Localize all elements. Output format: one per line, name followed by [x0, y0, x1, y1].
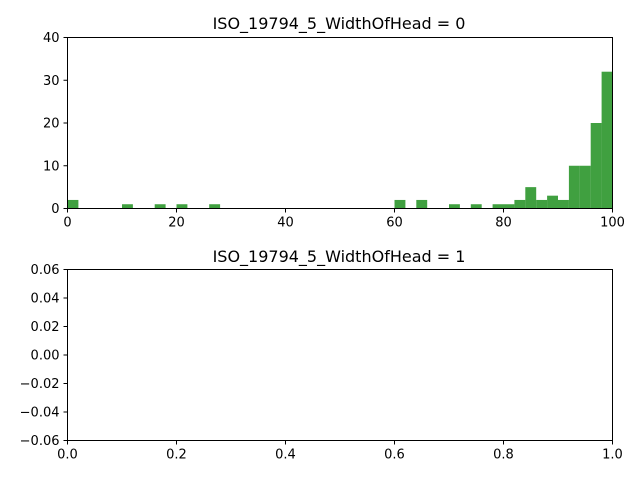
axes-frame-top [67, 37, 613, 209]
histogram-panel-bottom: ISO_19794_5_WidthOfHead = 1 0.0 0.2 0.4 0.6… [20, 247, 623, 463]
panel-top-title: ISO_19794_5_WidthOfHead = 0 [213, 14, 466, 34]
y-tick-label: 40 [43, 31, 60, 46]
histogram-bar [122, 204, 133, 209]
histogram-bar [558, 199, 569, 209]
histogram-bar [579, 165, 591, 209]
ticks-top: 0 20 40 60 80 100 0 10 20 30 40 [43, 31, 625, 231]
x-tick-label: 20 [168, 216, 185, 231]
y-tick-label: 10 [43, 159, 60, 174]
x-tick-label: 40 [277, 216, 294, 231]
y-tick-label: −0.06 [20, 434, 60, 449]
x-tick-label: 0.4 [275, 448, 296, 463]
histogram-bar [67, 199, 79, 209]
histogram-bar [525, 187, 537, 209]
histogram-panel-top: ISO_19794_5_WidthOfHead = 0 0 20 40 60 80 100… [43, 14, 625, 231]
x-tick-label: 0.6 [384, 448, 405, 463]
histogram-bar [209, 204, 221, 209]
ticks-bottom: 0.0 0.2 0.4 0.6 0.8 1.0 −0.06 −0.04 −0.02 0.00 0.0… [20, 263, 623, 463]
histogram-bar [536, 199, 548, 209]
y-tick-label: 20 [43, 117, 60, 132]
histogram-bar [416, 199, 428, 209]
y-tick-label: 0.06 [31, 263, 60, 278]
histogram-bar [514, 199, 526, 209]
histogram-bar [503, 204, 515, 209]
x-tick-label: 80 [495, 216, 512, 231]
panel-bottom-title: ISO_19794_5_WidthOfHead = 1 [213, 247, 466, 267]
y-tick-label: −0.04 [20, 406, 60, 421]
y-tick-label: 0 [51, 202, 59, 217]
histogram-bar [394, 199, 406, 209]
y-tick-label: 0.04 [31, 292, 60, 307]
x-tick-label: 100 [600, 216, 625, 231]
y-tick-label: 30 [43, 74, 60, 89]
histogram-bar [568, 165, 580, 209]
histogram-bar [176, 204, 188, 209]
x-tick-label: 60 [386, 216, 403, 231]
x-tick-label: 0.0 [57, 448, 78, 463]
y-tick-label: 0.02 [31, 320, 60, 335]
histogram-bar [547, 195, 558, 209]
y-tick-label: −0.02 [20, 377, 60, 392]
x-tick-label: 0.2 [166, 448, 187, 463]
histogram-bar [492, 204, 504, 209]
x-tick-label: 0.8 [493, 448, 514, 463]
x-tick-label: 0 [63, 216, 71, 231]
x-tick-label: 1.0 [602, 448, 623, 463]
axes-frame-bottom [67, 269, 613, 441]
histogram-bar [601, 71, 613, 209]
histogram-bar [154, 204, 166, 209]
bars-top [67, 71, 613, 209]
histogram-bar [470, 204, 482, 209]
histogram-bar [449, 204, 460, 209]
y-tick-label: 0.00 [31, 349, 60, 364]
histogram-bar [590, 123, 602, 209]
